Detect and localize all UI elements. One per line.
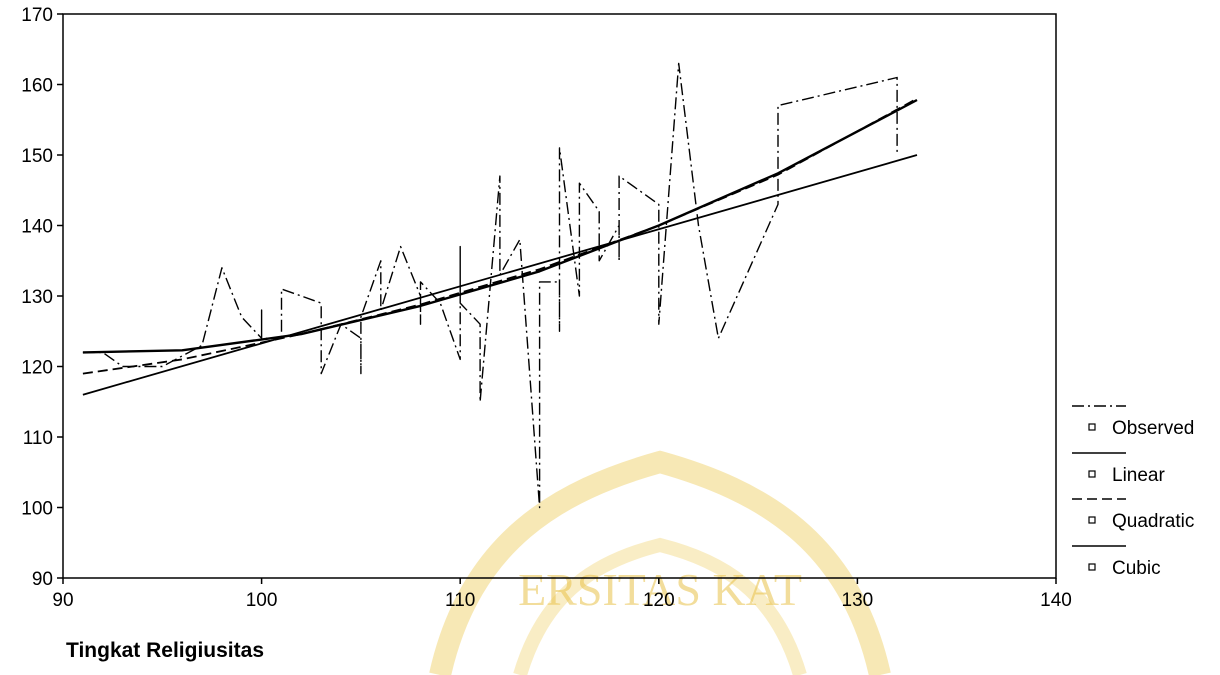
y-tick-label: 110 [23, 428, 53, 449]
y-axis: 90 100 110 120 130 140 150 160 170 [21, 5, 63, 590]
legend-label-quadratic: Quadratic [1112, 511, 1194, 532]
x-tick-label: 130 [842, 590, 874, 611]
y-tick-label: 150 [21, 146, 53, 167]
x-tick-label: 90 [52, 590, 73, 611]
legend-marker-icon [1088, 563, 1096, 571]
y-tick-label: 140 [21, 217, 53, 238]
legend-label-cubic: Cubic [1112, 558, 1161, 579]
y-tick-label: 130 [21, 287, 53, 308]
x-tick-label: 100 [246, 590, 278, 611]
x-tick-label: 140 [1040, 590, 1072, 611]
watermark-seal: ERSITAS KAT [429, 450, 891, 675]
x-axis: 90 100 110 120 130 140 [52, 578, 1072, 611]
legend: Observed Linear Quadratic Cubic [1072, 405, 1194, 579]
y-tick-label: 170 [21, 5, 53, 26]
watermark-text: ERSITAS KAT [518, 564, 802, 615]
x-axis-label: Tingkat Religiusitas [66, 639, 264, 662]
x-tick-label: 110 [445, 590, 475, 611]
y-tick-label: 160 [21, 76, 53, 97]
series-layer [82, 62, 918, 509]
legend-marker-icon [1088, 470, 1096, 478]
series-line-quadratic [82, 97, 918, 375]
series-line-linear [82, 154, 918, 396]
y-tick-label: 90 [32, 569, 53, 590]
y-tick-label: 120 [21, 358, 53, 379]
y-tick-label: 100 [21, 499, 53, 520]
legend-label-linear: Linear [1112, 465, 1165, 486]
x-tick-label: 120 [643, 590, 675, 611]
legend-label-observed: Observed [1112, 418, 1194, 439]
legend-marker-icon [1088, 423, 1096, 431]
series-line-cubic [82, 98, 918, 354]
legend-marker-icon [1088, 516, 1096, 524]
